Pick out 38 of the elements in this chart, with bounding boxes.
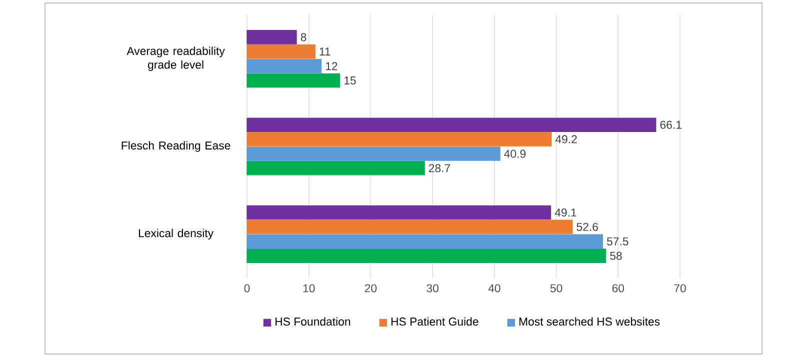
y-tick-label: Flesch Reading Ease	[122, 141, 230, 152]
bar	[246, 248, 606, 263]
legend-label: Most searched HS websites	[519, 317, 660, 326]
data-label: 40.9	[504, 150, 526, 158]
bar	[246, 205, 552, 220]
legend-label: HS Foundation	[276, 317, 350, 326]
x-tick-label: 40	[488, 284, 500, 292]
bar	[246, 146, 500, 161]
bar	[246, 73, 340, 88]
bar	[246, 132, 552, 146]
x-tick-label: 60	[612, 284, 624, 292]
bar	[246, 30, 297, 44]
legend-label: HS Patient Guide	[391, 317, 478, 326]
data-label: 57.5	[607, 237, 628, 246]
x-tick-label: 70	[674, 284, 686, 292]
data-label: 8	[300, 33, 306, 42]
y-tick-label: Average readability grade level	[126, 46, 225, 71]
x-tick-label: 20	[364, 284, 377, 292]
bar	[246, 220, 573, 234]
data-label: 49.1	[554, 208, 576, 217]
y-tick-label: Lexical density	[138, 228, 214, 240]
x-tick-label: 0	[244, 284, 250, 292]
x-tick-label: 30	[426, 284, 438, 292]
data-label: 12	[326, 62, 338, 70]
data-label: 15	[344, 76, 356, 84]
bar	[246, 234, 604, 249]
data-label: 66.1	[660, 120, 682, 129]
data-label: 11	[320, 48, 330, 56]
x-tick-label: 50	[550, 284, 562, 292]
bar	[246, 44, 316, 59]
data-label: 49.2	[555, 135, 577, 144]
data-label: 58	[610, 252, 622, 260]
bar	[246, 58, 322, 74]
bar	[246, 160, 425, 176]
data-label: 52.6	[576, 222, 598, 231]
bar	[246, 118, 656, 132]
x-tick-label: 10	[303, 284, 315, 292]
data-label: 28.7	[428, 164, 450, 172]
